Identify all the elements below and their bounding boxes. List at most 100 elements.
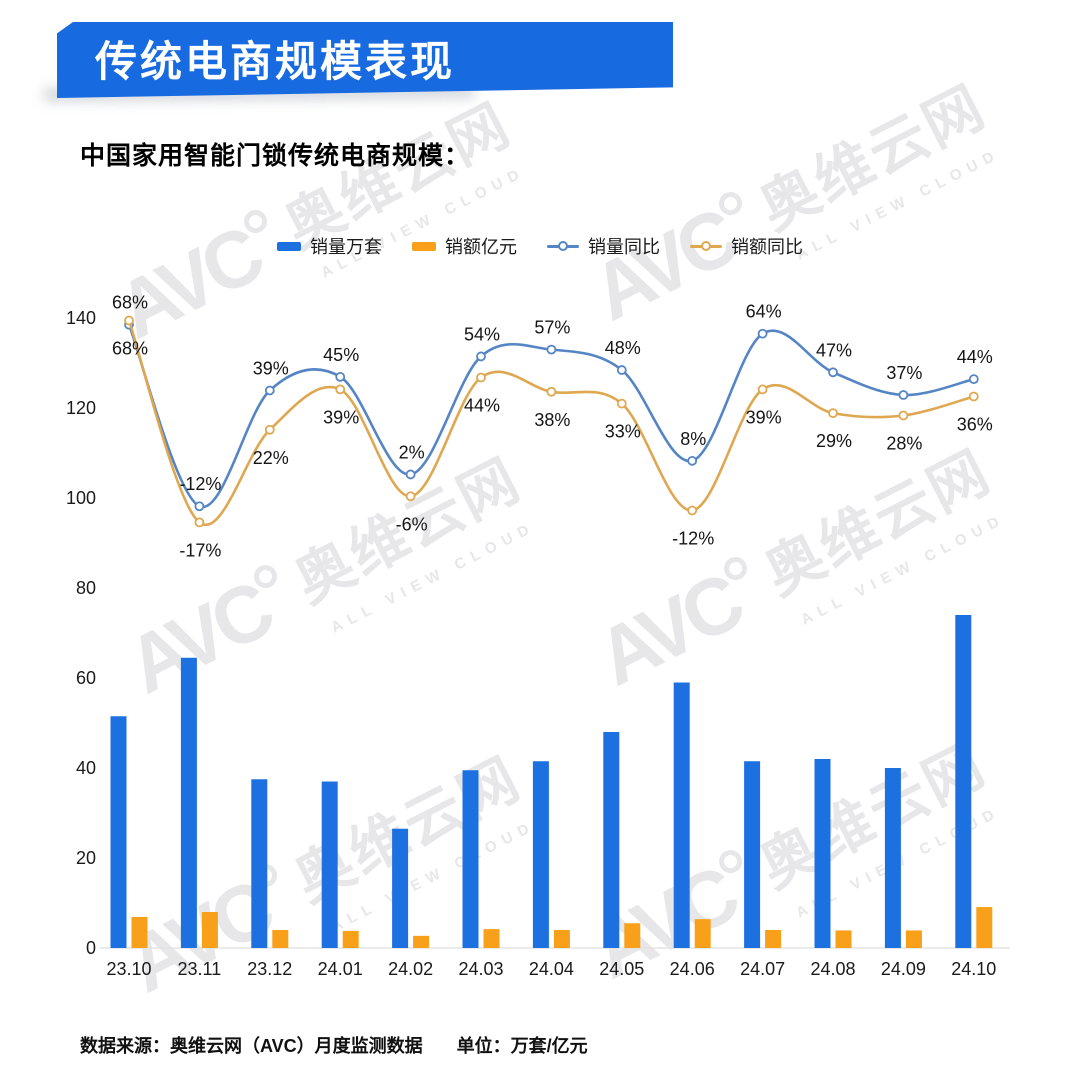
- bar-sales-value: [694, 919, 711, 948]
- y-axis-tick: 140: [66, 308, 96, 328]
- legend-label: 销额同比: [731, 237, 803, 257]
- data-label: -12%: [179, 474, 221, 494]
- legend-label: 销额亿元: [445, 237, 517, 257]
- line-point-marker: [194, 501, 205, 512]
- bar-sales-value: [835, 930, 852, 948]
- data-label: 38%: [534, 410, 570, 430]
- bar-sales-volume: [744, 761, 761, 948]
- legend-item-sales-volume: 销量万套: [277, 233, 382, 259]
- line-value-yoy: [127, 320, 975, 527]
- x-category-label: 24.02: [388, 959, 433, 979]
- line-point-marker: [476, 351, 486, 362]
- bar-sales-volume: [110, 716, 127, 948]
- data-label: 8%: [680, 429, 706, 449]
- line-point-marker: [968, 391, 979, 402]
- legend-label: 销量同比: [588, 237, 660, 257]
- y-axis-tick: 0: [86, 938, 96, 958]
- chart-legend: 销量万套 销额亿元 销量同比 销额同比: [0, 233, 1080, 259]
- bar-sales-value: [976, 907, 993, 948]
- x-category-label: 24.09: [881, 959, 926, 979]
- bar-sales-value: [272, 930, 289, 948]
- bar-sales-value: [553, 930, 570, 948]
- page-title: 传统电商规模表现: [95, 38, 456, 85]
- line-point-marker: [405, 491, 416, 502]
- data-label: -6%: [396, 514, 428, 534]
- bar-sales-volume: [673, 682, 690, 948]
- line-volume-yoy: [127, 324, 975, 509]
- bar-sales-value: [201, 912, 218, 948]
- data-label: -12%: [672, 529, 714, 549]
- legend-item-value-yoy: 销额同比: [690, 233, 803, 259]
- data-label: 44%: [957, 347, 993, 367]
- legend-item-sales-value: 销额亿元: [412, 233, 517, 259]
- bar-sales-volume: [321, 781, 338, 948]
- data-label: 39%: [323, 407, 359, 427]
- avc-logo-ring-icon: [715, 188, 746, 220]
- x-category-label: 24.05: [599, 959, 644, 979]
- data-source-text: 数据来源：奥维云网（AVC）月度监测数据: [80, 1036, 423, 1056]
- data-label: 39%: [253, 358, 289, 378]
- line-point-marker: [828, 367, 838, 378]
- y-axis-tick: 100: [66, 488, 96, 508]
- legend-bar-swatch-icon: [277, 241, 301, 251]
- x-category-label: 23.11: [178, 959, 222, 979]
- legend-line-marker-icon: [547, 244, 579, 248]
- line-point-marker: [546, 344, 557, 355]
- line-point-marker: [757, 328, 768, 339]
- bar-sales-volume: [814, 759, 831, 948]
- line-point-marker: [124, 315, 134, 326]
- chart-area: 0 20 40 60 80 100 120 140 23.10 23.11 23.12 24.01 24…: [0, 270, 1080, 1020]
- line-point-marker: [546, 386, 557, 397]
- data-label: 54%: [464, 324, 500, 344]
- x-category-label: 24.06: [670, 959, 715, 979]
- line-point-marker: [616, 365, 627, 375]
- line-point-marker: [264, 424, 275, 435]
- bar-sales-volume: [884, 768, 901, 948]
- data-label: 22%: [253, 448, 289, 468]
- data-label: 29%: [816, 431, 852, 451]
- legend-label: 销量万套: [310, 237, 382, 257]
- bar-sales-value: [483, 929, 500, 948]
- y-axis-tick: 20: [76, 848, 96, 868]
- x-category-label: 24.03: [458, 959, 503, 979]
- x-category-label: 24.04: [529, 959, 574, 979]
- bar-sales-value: [905, 930, 922, 948]
- bar-sales-volume: [392, 828, 409, 948]
- bar-sales-volume: [180, 657, 197, 948]
- bar-sales-value: [624, 923, 641, 948]
- x-category-label: 24.10: [951, 959, 996, 979]
- data-label: 44%: [464, 396, 500, 416]
- bar-sales-volume: [251, 779, 268, 948]
- data-label: 48%: [605, 338, 641, 358]
- line-point-marker: [898, 390, 909, 400]
- data-label: 57%: [534, 318, 570, 338]
- bar-sales-value: [765, 930, 782, 948]
- line-point-marker: [687, 505, 698, 516]
- legend-bar-swatch-icon: [412, 241, 436, 251]
- header-banner: 传统电商规模表现: [57, 22, 673, 98]
- line-point-marker: [828, 408, 838, 419]
- x-category-label: 24.07: [740, 959, 785, 979]
- line-point-marker: [687, 455, 698, 466]
- line-point-marker: [264, 385, 275, 396]
- bar-sales-value: [413, 935, 430, 948]
- x-category-label: 23.12: [247, 959, 292, 979]
- data-label: 39%: [746, 407, 782, 427]
- data-label: 68%: [112, 339, 148, 359]
- line-point-marker: [616, 398, 627, 409]
- watermark-chinese-text: 奥维云网: [749, 73, 997, 243]
- data-label: 33%: [605, 422, 641, 442]
- bar-sales-volume: [603, 732, 620, 948]
- line-point-marker: [335, 384, 346, 395]
- data-label: 64%: [746, 302, 782, 322]
- data-label: 37%: [886, 363, 922, 383]
- x-category-label: 24.01: [318, 959, 363, 979]
- y-axis-tick: 120: [66, 398, 96, 418]
- legend-item-volume-yoy: 销量同比: [547, 233, 660, 259]
- line-point-marker: [405, 469, 416, 480]
- bar-sales-volume: [462, 770, 479, 948]
- bar-sales-volume: [955, 615, 972, 948]
- data-label: 45%: [323, 345, 359, 365]
- line-point-marker: [194, 517, 205, 528]
